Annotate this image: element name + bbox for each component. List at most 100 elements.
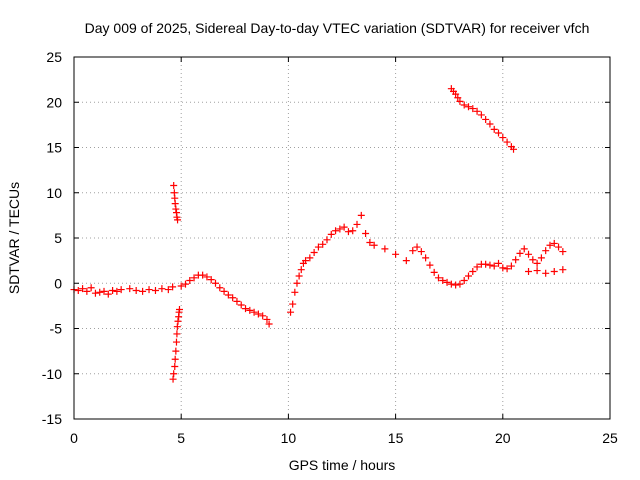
data-point	[74, 286, 82, 294]
data-point	[212, 279, 220, 287]
data-point	[499, 264, 507, 272]
data-point	[409, 247, 417, 255]
data-point	[486, 120, 494, 128]
data-point	[422, 254, 430, 262]
data-point	[139, 287, 147, 295]
data-point	[173, 330, 181, 338]
data-point	[233, 297, 241, 305]
data-point	[381, 245, 389, 253]
data-point	[349, 227, 357, 235]
data-point	[454, 94, 462, 102]
data-point	[430, 268, 438, 276]
data-point	[336, 225, 344, 233]
y-tick-label: 25	[46, 49, 62, 65]
data-point	[464, 272, 472, 280]
x-tick-label: 20	[495, 430, 511, 446]
data-point	[79, 285, 87, 293]
data-point	[145, 286, 153, 294]
x-tick-label: 10	[281, 430, 297, 446]
data-point	[486, 261, 494, 269]
x-tick-label: 5	[177, 430, 185, 446]
data-point	[172, 347, 180, 355]
series-rise-midday	[287, 211, 378, 316]
data-point	[460, 101, 468, 109]
data-point	[456, 97, 464, 105]
data-point	[100, 287, 108, 295]
data-point	[559, 248, 567, 256]
series-baseline-early	[70, 283, 177, 298]
data-point	[170, 182, 178, 190]
data-point	[172, 205, 180, 213]
data-point	[439, 277, 447, 285]
x-axis-label: GPS time / hours	[289, 457, 396, 473]
data-point	[392, 250, 400, 258]
data-point	[537, 254, 545, 262]
data-point	[460, 277, 468, 285]
data-point	[533, 267, 541, 275]
data-point	[499, 134, 507, 142]
data-point	[482, 260, 490, 268]
data-point	[473, 263, 481, 271]
data-point	[503, 138, 511, 146]
data-point	[452, 90, 460, 98]
data-point	[109, 286, 117, 294]
plot-frame	[73, 56, 611, 420]
data-point	[169, 283, 177, 291]
data-point	[302, 257, 310, 265]
data-point	[172, 338, 180, 346]
data-point	[507, 262, 515, 270]
data-point	[216, 284, 224, 292]
data-point	[447, 280, 455, 288]
data-point	[174, 317, 182, 325]
data-point	[323, 236, 331, 244]
x-tick-label: 0	[70, 430, 78, 446]
data-point	[495, 129, 503, 137]
data-point	[473, 107, 481, 115]
data-point	[310, 248, 318, 256]
data-point	[559, 266, 567, 274]
grid-lines	[74, 57, 610, 419]
y-tick-label: 0	[54, 275, 62, 291]
data-point	[353, 220, 361, 228]
data-point	[169, 375, 177, 383]
data-point	[306, 254, 314, 262]
data-point	[510, 145, 518, 153]
data-point	[512, 256, 520, 264]
y-tick-label: -10	[42, 366, 62, 382]
data-point	[287, 308, 295, 316]
data-point	[113, 287, 121, 295]
data-point	[550, 267, 558, 275]
data-point	[332, 227, 340, 235]
series-high-arc	[447, 85, 518, 153]
data-point	[224, 291, 232, 299]
data-point	[520, 245, 528, 253]
data-point	[174, 216, 182, 224]
series-evening-loops	[503, 239, 567, 277]
data-point	[151, 286, 159, 294]
data-point	[370, 241, 378, 249]
data-point	[199, 271, 207, 279]
data-point	[126, 285, 134, 293]
data-point	[175, 305, 183, 313]
data-point	[366, 239, 374, 247]
data-point	[550, 239, 558, 247]
data-point	[426, 261, 434, 269]
data-point	[482, 115, 490, 123]
data-point	[229, 294, 237, 302]
data-point	[529, 256, 537, 264]
series-morning-bump	[177, 271, 273, 328]
series-spike-negative	[169, 305, 183, 383]
data-point	[314, 243, 322, 251]
data-point	[477, 111, 485, 119]
data-point	[469, 267, 477, 275]
data-point	[525, 267, 533, 275]
data-point	[250, 308, 258, 316]
data-point	[516, 249, 524, 257]
data-point	[469, 105, 477, 113]
y-axis-label: SDTVAR / TECUs	[6, 182, 22, 294]
data-point	[190, 274, 198, 282]
data-point	[362, 229, 370, 237]
data-point	[413, 243, 421, 251]
data-point	[295, 272, 303, 280]
data-point	[91, 289, 99, 297]
